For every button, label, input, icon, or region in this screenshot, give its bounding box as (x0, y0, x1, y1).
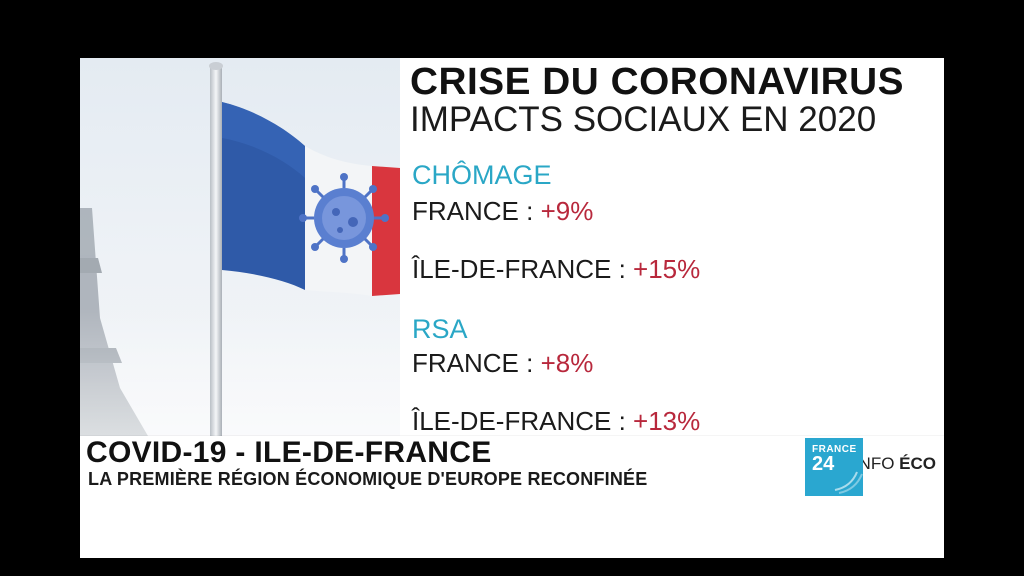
broadcast-screen: CRISE DU CORONAVIRUS IMPACTS SOCIAUX EN … (80, 58, 944, 558)
flag-photo (80, 58, 400, 436)
logo-line2: 24 (812, 453, 835, 475)
stat-row: FRANCE : +8% (412, 348, 593, 378)
lower-third: COVID-19 - ILE-DE-FRANCE LA PREMIÈRE RÉG… (80, 436, 944, 558)
stat-region: FRANCE : (412, 196, 541, 226)
virus-icon (299, 173, 389, 263)
program-bold: ÉCO (899, 454, 936, 473)
france24-logo: FRANCE 24 (805, 438, 863, 496)
stat-row: ÎLE-DE-FRANCE : +13% (412, 406, 700, 436)
stat-value: +15% (633, 254, 701, 284)
headline: COVID-19 - ILE-DE-FRANCE (86, 436, 492, 469)
section-label-chomage: CHÔMAGE (412, 160, 552, 190)
graphic-subtitle: IMPACTS SOCIAUX EN 2020 (410, 100, 877, 139)
lower-third-bar: COVID-19 - ILE-DE-FRANCE LA PREMIÈRE RÉG… (80, 436, 944, 492)
french-flag-virus-illustration (80, 62, 400, 436)
stat-value: +9% (540, 196, 594, 226)
stat-value: +13% (633, 406, 701, 436)
stat-region: ÎLE-DE-FRANCE : (412, 254, 634, 284)
flag-icon (222, 102, 400, 296)
subheadline: LA PREMIÈRE RÉGION ÉCONOMIQUE D'EUROPE R… (88, 469, 648, 489)
stat-region: ÎLE-DE-FRANCE : (412, 406, 634, 436)
graphic-title: CRISE DU CORONAVIRUS (410, 61, 905, 103)
stat-value: +8% (540, 348, 594, 378)
logo-wave-icon (834, 471, 863, 494)
stat-row: ÎLE-DE-FRANCE : +15% (412, 254, 700, 284)
stat-region: FRANCE : (412, 348, 541, 378)
flag-pole (210, 64, 222, 436)
stat-row: FRANCE : +9% (412, 196, 593, 226)
logo-line1: FRANCE (812, 444, 857, 455)
section-label-rsa: RSA (412, 314, 468, 344)
